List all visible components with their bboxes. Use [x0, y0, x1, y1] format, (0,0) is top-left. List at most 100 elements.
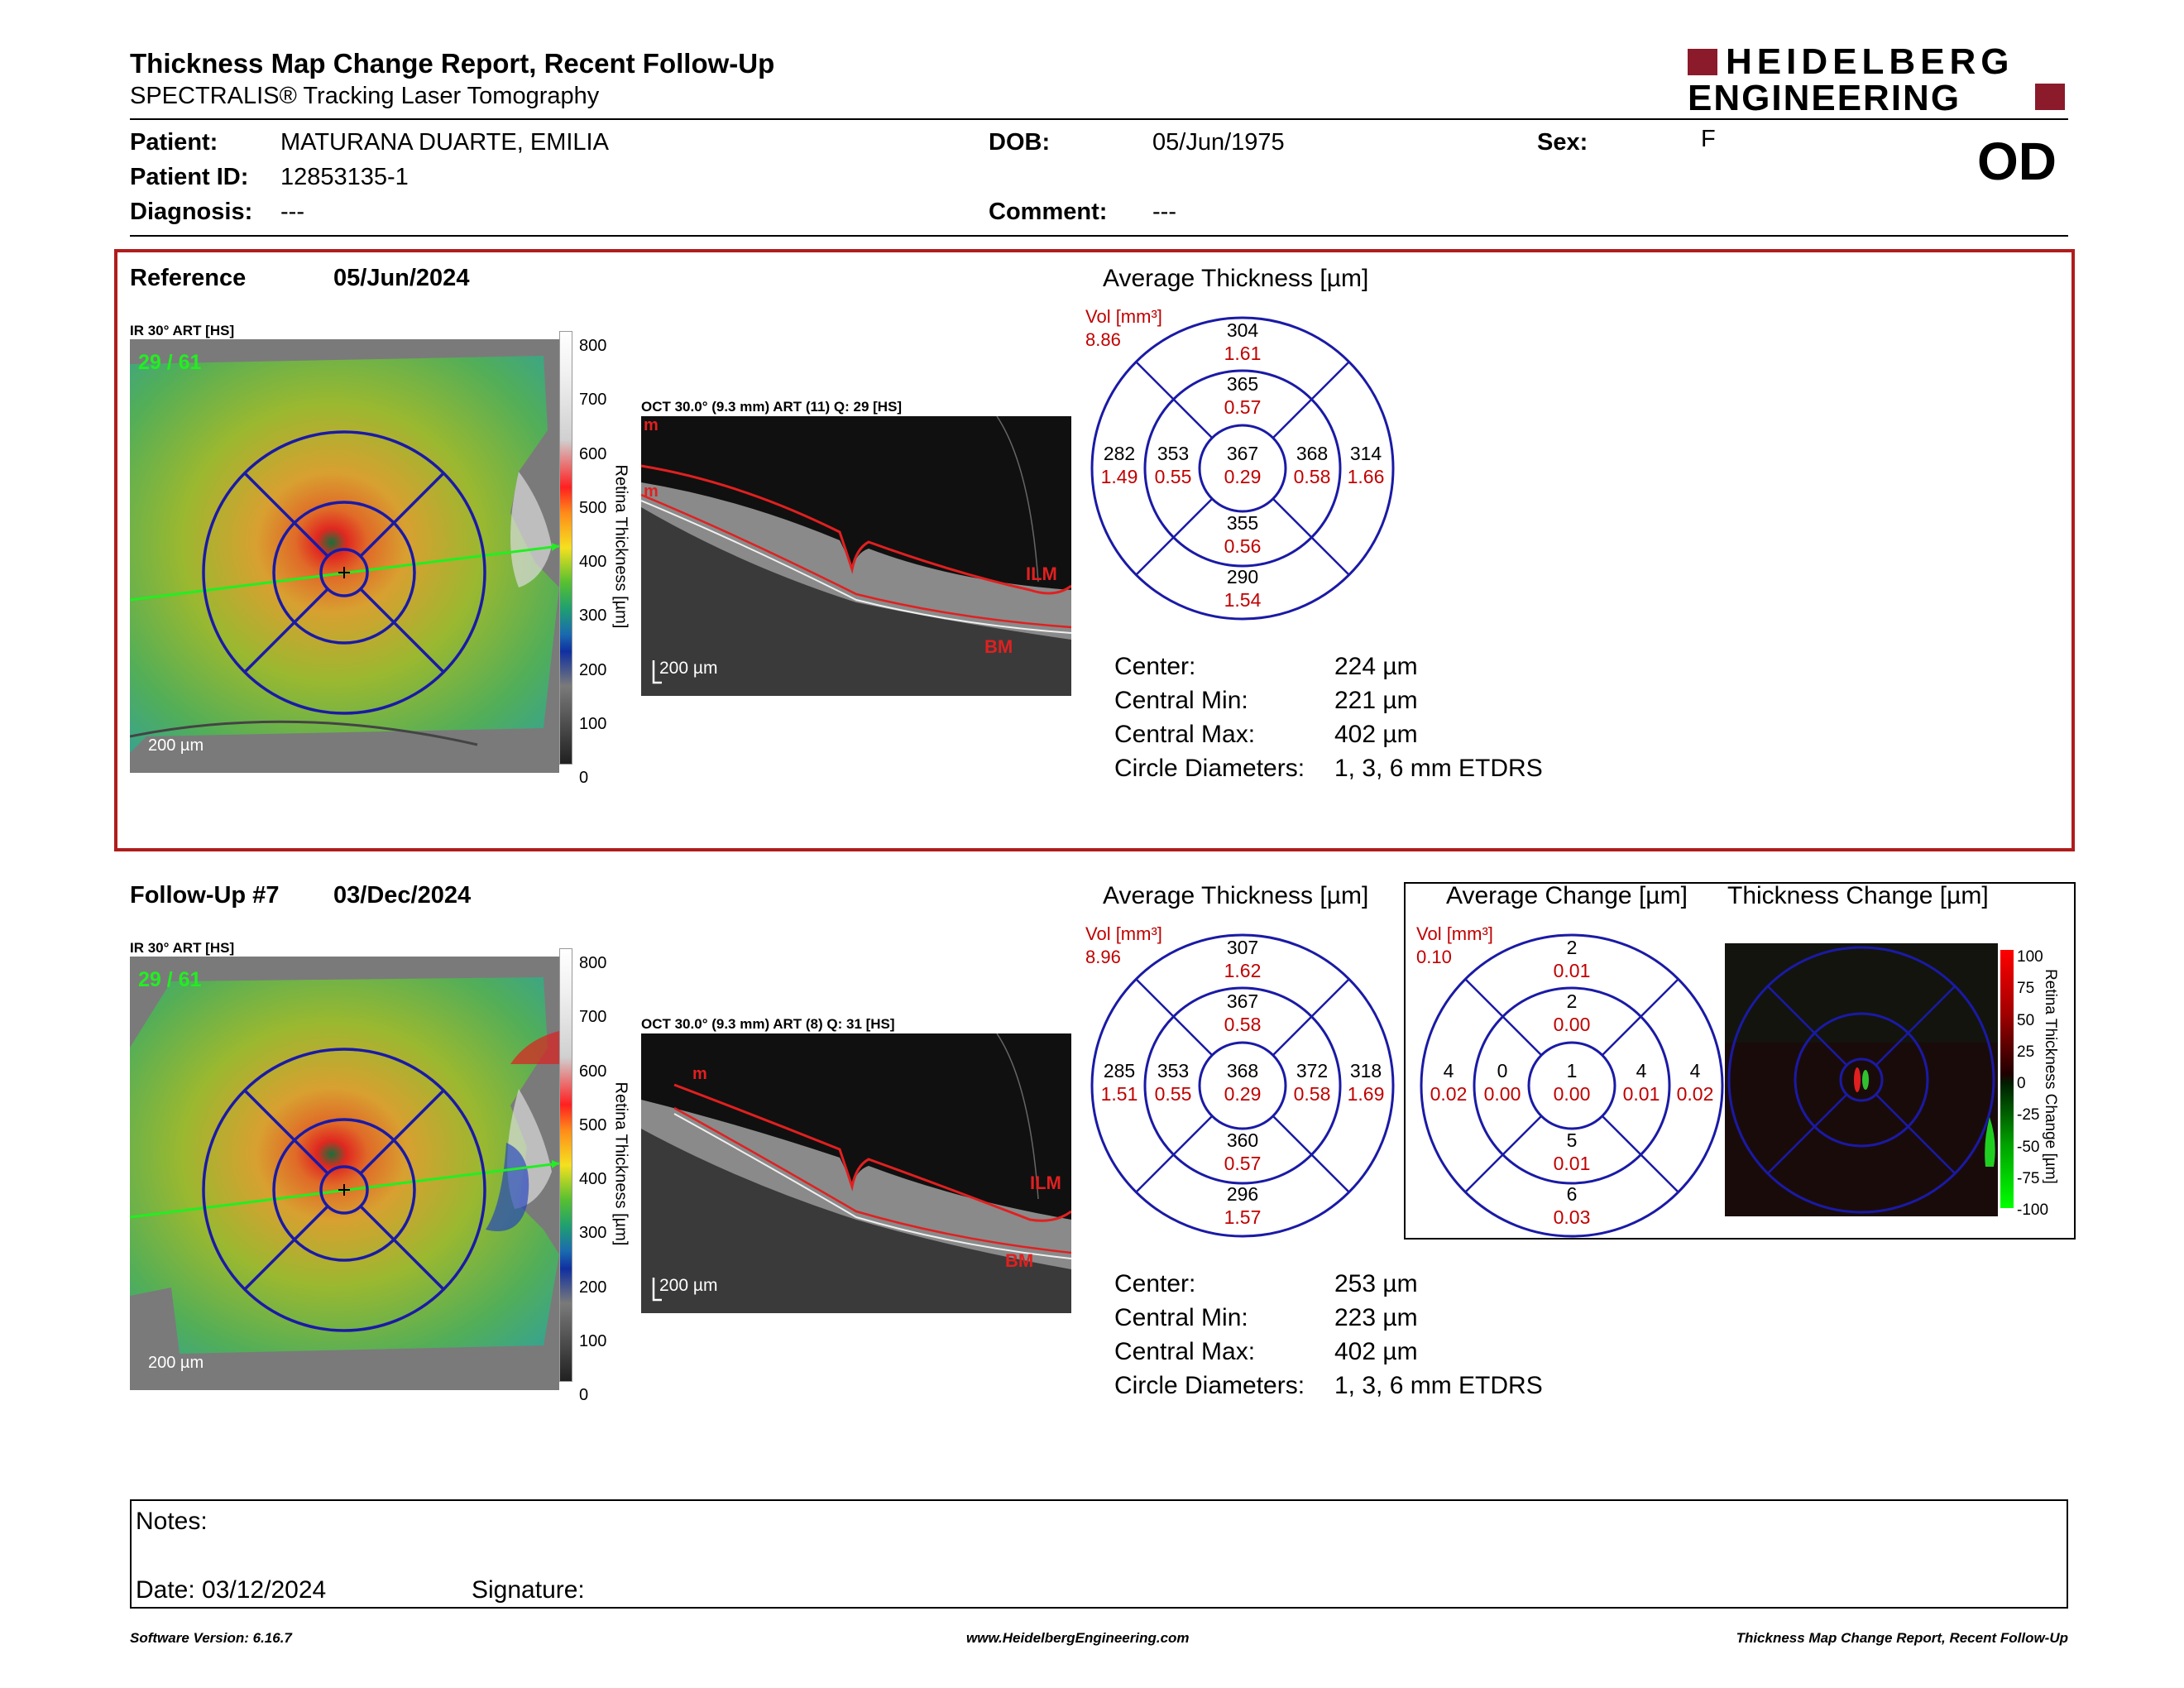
patient-label: Patient:	[130, 129, 218, 156]
colorbar-tick: 500	[579, 1115, 607, 1134]
reference-label: Reference	[130, 265, 247, 291]
followup-thickness-map: 29 / 61 200 µm	[130, 957, 559, 1390]
colorbar-tick: 400	[579, 1170, 607, 1189]
oct-m-marker: m	[692, 1065, 707, 1083]
dob-value: 05/Jun/1975	[1152, 129, 1285, 156]
notes-box[interactable]	[130, 1499, 2068, 1609]
sector-inner-left: 353 0.55	[1154, 1060, 1192, 1105]
thickness-change-map	[1725, 943, 1998, 1216]
change-colorbar-tick: -25	[2017, 1106, 2040, 1125]
ir-counter: 29 / 61	[138, 351, 202, 374]
oct-scale-label: 200 µm	[659, 659, 718, 678]
signature-label: Signature:	[472, 1576, 585, 1604]
heidelberg-logo: HEIDELBERG ENGINEERING	[1688, 41, 2068, 118]
colorbar-tick: 500	[579, 498, 607, 517]
ir-image-label: IR 30° ART [HS]	[130, 940, 235, 956]
reference-stats-values: 224 µm 221 µm 402 µm 1, 3, 6 mm ETDRS	[1334, 653, 1543, 782]
change-sector-outer-bottom: 6 0.03	[1553, 1183, 1591, 1228]
change-colorbar-tick: 0	[2017, 1075, 2026, 1093]
change-sector-inner-left: 0 0.00	[1483, 1060, 1521, 1105]
ir-scale-label: 200 µm	[148, 1354, 204, 1372]
colorbar-title: Retina Thickness [µm]	[611, 1081, 630, 1246]
change-sector-outer-left: 4 0.02	[1430, 1060, 1468, 1105]
sex-label: Sex:	[1537, 129, 1588, 156]
logo-text-line2: ENGINEERING	[1688, 78, 1961, 118]
change-sector-outer-right: 4 0.02	[1676, 1060, 1714, 1105]
notes-label: Notes:	[136, 1508, 208, 1535]
ir-scale-label: 200 µm	[148, 736, 204, 755]
colorbar-tick: 700	[579, 391, 607, 410]
vol-label: Vol [mm³]	[1085, 923, 1162, 944]
sector-inner-left: 353 0.55	[1154, 443, 1192, 487]
change-sector-center: 1 0.00	[1553, 1060, 1591, 1105]
change-colorbar-tick: 75	[2017, 980, 2035, 998]
colorbar-tick: 800	[579, 954, 607, 972]
followup-stats-labels: Center: Central Min: Central Max: Circle…	[1114, 1270, 1305, 1399]
change-colorbar-tick: -75	[2017, 1170, 2040, 1188]
oct-m-marker: m	[644, 482, 659, 501]
followup-stats-values: 253 µm 223 µm 402 µm 1, 3, 6 mm ETDRS	[1334, 1270, 1543, 1399]
oct-image-label: OCT 30.0° (9.3 mm) ART (11) Q: 29 [HS]	[641, 399, 903, 415]
sector-inner-bottom: 355 0.56	[1224, 512, 1262, 557]
sector-inner-top: 367 0.58	[1224, 990, 1262, 1035]
change-colorbar-tick: 100	[2017, 948, 2043, 966]
vol-value: 8.86	[1085, 329, 1121, 350]
change-sector-inner-top: 2 0.00	[1553, 990, 1591, 1035]
sector-outer-top: 304 1.61	[1224, 319, 1262, 364]
colorbar-title: Retina Thickness [µm]	[611, 464, 630, 629]
change-colorbar-title: Retina Thickness Change [µm]	[2042, 969, 2059, 1184]
patient-id-label: Patient ID:	[130, 164, 249, 190]
sex-value: F	[1701, 126, 1716, 152]
thickness-change-title: Thickness Change [µm]	[1727, 882, 1989, 909]
colorbar-tick: 200	[579, 660, 607, 679]
comment-value: ---	[1152, 199, 1176, 225]
reference-section	[114, 249, 2075, 851]
avg-thickness-title: Average Thickness [µm]	[1103, 265, 1369, 292]
footer-software-version: Software Version: 6.16.7	[130, 1630, 292, 1646]
sector-outer-left: 285 1.51	[1100, 1060, 1138, 1105]
colorbar-tick: 700	[579, 1008, 607, 1027]
change-colorbar-tick: -100	[2017, 1201, 2049, 1220]
logo-text-line1: HEIDELBERG	[1726, 41, 2014, 82]
oct-m-marker: m	[644, 416, 659, 434]
followup-etdrs-grid: 307 1.62 367 0.58 285 1.51 353 0.55 368 0.29 …	[1090, 933, 1396, 1239]
oct-image-label: OCT 30.0° (9.3 mm) ART (8) Q: 31 [HS]	[641, 1016, 895, 1032]
ir-image-label: IR 30° ART [HS]	[130, 323, 235, 338]
sector-outer-right: 318 1.69	[1347, 1060, 1385, 1105]
sector-inner-right: 368 0.58	[1293, 443, 1331, 487]
colorbar-tick: 100	[579, 1332, 607, 1351]
diagnosis-value: ---	[280, 199, 304, 225]
patient-id-value: 12853135-1	[280, 164, 409, 190]
change-vol-value: 0.10	[1416, 947, 1452, 967]
comment-label: Comment:	[989, 199, 1108, 225]
oct-bm-label: BM	[984, 636, 1013, 657]
colorbar-tick: 0	[579, 769, 589, 788]
sector-outer-left: 282 1.49	[1100, 443, 1138, 487]
followup-date: 03/Dec/2024	[333, 882, 472, 909]
change-etdrs-grid: 2 0.01 2 0.00 4 0.02 0 0.00 1 0.00 4 0.01 4 0.0…	[1419, 933, 1725, 1239]
followup-oct-scan: m ILM BM 200 µm	[641, 1033, 1071, 1313]
colorbar-tick: 300	[579, 1224, 607, 1243]
patient-name: MATURANA DUARTE, EMILIA	[280, 129, 609, 156]
report-title: Thickness Map Change Report, Recent Foll…	[130, 48, 775, 79]
change-sector-outer-top: 2 0.01	[1553, 937, 1591, 981]
footer-report-name: Thickness Map Change Report, Recent Foll…	[1736, 1630, 2068, 1646]
change-sector-inner-bottom: 5 0.01	[1553, 1129, 1591, 1174]
change-vol-label: Vol [mm³]	[1416, 923, 1493, 944]
reference-thickness-map: 29 / 61 200 µm	[130, 339, 559, 773]
oct-ilm-label: ILM	[1026, 563, 1057, 584]
sector-outer-bottom: 290 1.54	[1224, 566, 1262, 611]
change-sector-inner-right: 4 0.01	[1622, 1060, 1660, 1105]
oct-bm-label: BM	[1005, 1250, 1034, 1271]
sector-inner-bottom: 360 0.57	[1224, 1129, 1262, 1174]
footer-website: www.HeidelbergEngineering.com	[966, 1630, 1190, 1646]
reference-date: 05/Jun/2024	[333, 265, 470, 291]
colorbar-tick: 600	[579, 444, 607, 463]
eye-indicator: OD	[1977, 132, 2057, 191]
sector-outer-right: 314 1.66	[1347, 443, 1385, 487]
reference-etdrs-grid: 304 1.61 365 0.57 282 1.49 353 0.55 367 0.29 …	[1090, 315, 1396, 621]
sector-center: 368 0.29	[1224, 1060, 1262, 1105]
colorbar-tick: 0	[579, 1386, 589, 1405]
sector-inner-top: 365 0.57	[1224, 373, 1262, 418]
date-label: Date: 03/12/2024	[136, 1576, 327, 1604]
